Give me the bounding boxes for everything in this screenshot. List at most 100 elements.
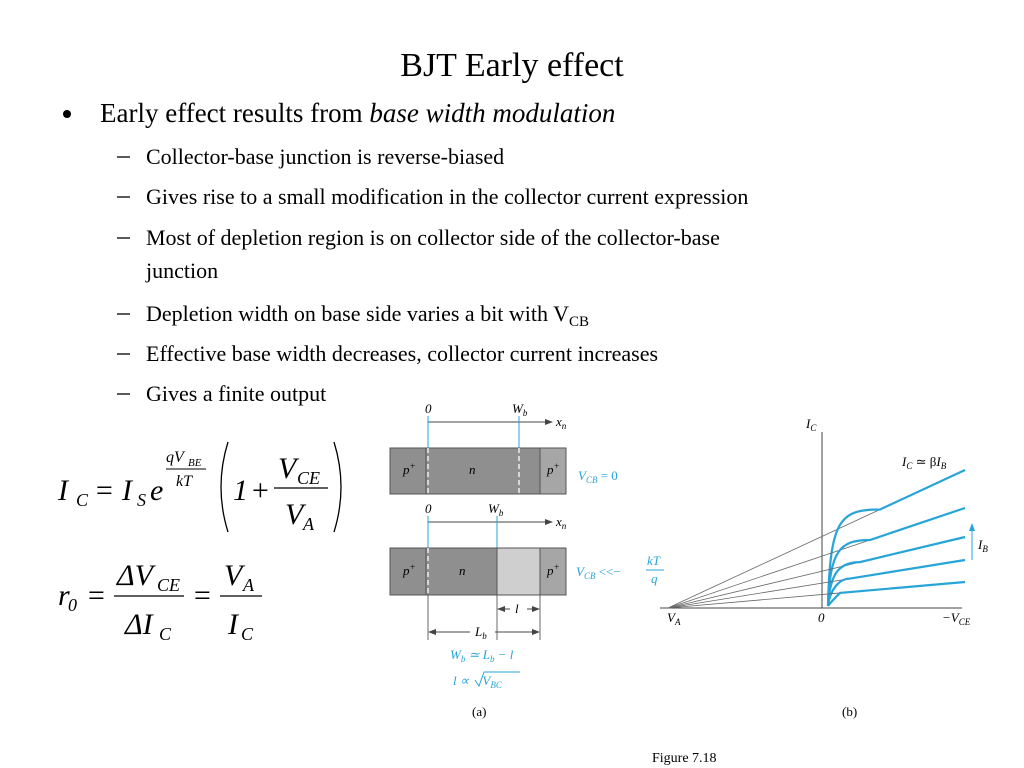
figure-caption: Figure 7.18 — [652, 751, 717, 766]
curve — [826, 469, 966, 607]
label: = — [94, 474, 114, 507]
label: CB — [569, 314, 589, 330]
curve — [826, 558, 966, 607]
label: V — [224, 559, 246, 592]
label: ≃ L — [465, 647, 490, 662]
label: CB — [584, 571, 596, 581]
svg-text:Lb: Lb — [474, 624, 487, 641]
sub-bullet: Effective base width decreases, collecto… — [146, 341, 658, 366]
equation-collector-current: I C = I S e qV BE kT 1 + V CE V A — [57, 441, 342, 534]
svg-text:Wb: Wb — [512, 401, 528, 418]
label: n — [459, 563, 466, 578]
curve — [667, 592, 841, 609]
svg-text:VCB = 0: VCB = 0 — [578, 468, 618, 485]
label: V — [482, 673, 492, 688]
label: + — [250, 474, 270, 507]
label: b — [523, 408, 528, 418]
label: V — [667, 610, 677, 625]
sub-bullets: Collector-base junction is reverse-biase… — [117, 144, 748, 406]
sub-bullet: Collector-base junction is reverse-biase… — [146, 144, 504, 169]
figure-b: IC IC ≃ βIB IB VA 0 −VCE (b) — [660, 416, 988, 719]
label: kT — [176, 473, 193, 490]
label: base width modulation — [369, 98, 615, 128]
sub-bullet: Gives rise to a small modification in th… — [146, 184, 748, 209]
label: C — [76, 490, 89, 510]
label: V — [278, 452, 300, 485]
label: I — [901, 454, 907, 469]
bullet-dot — [63, 110, 71, 118]
label: I — [977, 537, 983, 552]
label: b — [490, 654, 495, 664]
svg-text:IC: IC — [805, 416, 817, 433]
curve — [826, 535, 966, 607]
label: p — [402, 563, 410, 578]
label: r — [58, 579, 70, 612]
label: ΔI — [124, 608, 155, 641]
label: 0 — [818, 610, 825, 625]
label: CE — [959, 617, 971, 627]
label: p — [402, 462, 410, 477]
label: 1 — [233, 474, 248, 507]
label: n — [469, 462, 476, 477]
label: + — [554, 461, 560, 471]
label: + — [410, 562, 416, 572]
svg-text:p+: p+ — [402, 461, 416, 477]
label: CE — [297, 468, 320, 488]
svg-text:Wb ≃ Lb − l: Wb ≃ Lb − l — [450, 647, 514, 664]
label: V — [285, 498, 307, 531]
label: CB — [586, 475, 598, 485]
label: n — [562, 521, 567, 531]
label: CE — [157, 575, 180, 595]
label: b — [461, 654, 466, 664]
svg-text:VA: VA — [667, 610, 681, 627]
label: = 0 — [597, 468, 617, 483]
label: b — [499, 508, 504, 518]
curve — [826, 506, 966, 607]
curve — [827, 580, 966, 607]
label: C — [159, 624, 172, 644]
label: S — [137, 490, 146, 510]
figure-a: 0 Wb xn p+ n p+ VCB = 0 0 Wb xn p+ n p+ … — [389, 401, 664, 719]
bullet: Early effect results from base width mod… — [100, 98, 615, 128]
label: C — [810, 423, 817, 433]
label: I — [121, 474, 134, 507]
svg-text:−VCE: −VCE — [942, 610, 971, 627]
label: l — [515, 601, 519, 616]
label: p — [546, 563, 554, 578]
label: BE — [188, 457, 202, 469]
svg-text:IC ≃ βIB: IC ≃ βIB — [901, 454, 947, 471]
sub-bullet: Depletion width on base side varies a bi… — [146, 301, 589, 330]
label: B — [982, 544, 988, 554]
label: e — [150, 474, 163, 507]
label: −V — [942, 610, 961, 625]
equation-output-resistance: r 0 = ΔV CE ΔI C = V A I C — [58, 559, 262, 644]
label: = — [192, 579, 212, 612]
label: W — [512, 401, 524, 416]
label: V — [576, 564, 586, 579]
label: 0 — [425, 501, 432, 516]
label: ≃ β — [912, 454, 936, 469]
label: (b) — [842, 704, 857, 719]
svg-text:IB: IB — [977, 537, 988, 554]
label: I — [805, 416, 811, 431]
label: qV — [166, 449, 186, 466]
svg-text:p+: p+ — [402, 562, 416, 578]
label: BC — [490, 680, 502, 690]
label: kT — [647, 553, 661, 568]
sub-bullet: junction — [145, 258, 218, 283]
label: I — [57, 474, 70, 507]
label: L — [474, 624, 482, 639]
label: A — [302, 514, 315, 534]
label: B — [941, 461, 947, 471]
label: A — [674, 617, 681, 627]
label: + — [554, 562, 560, 572]
title: BJT Early effect — [400, 47, 624, 84]
label: (a) — [472, 704, 486, 719]
label: = — [86, 579, 106, 612]
label: <<− — [595, 564, 620, 579]
label: + — [410, 461, 416, 471]
curve — [667, 561, 861, 609]
curve — [667, 539, 871, 609]
curve — [667, 578, 851, 609]
